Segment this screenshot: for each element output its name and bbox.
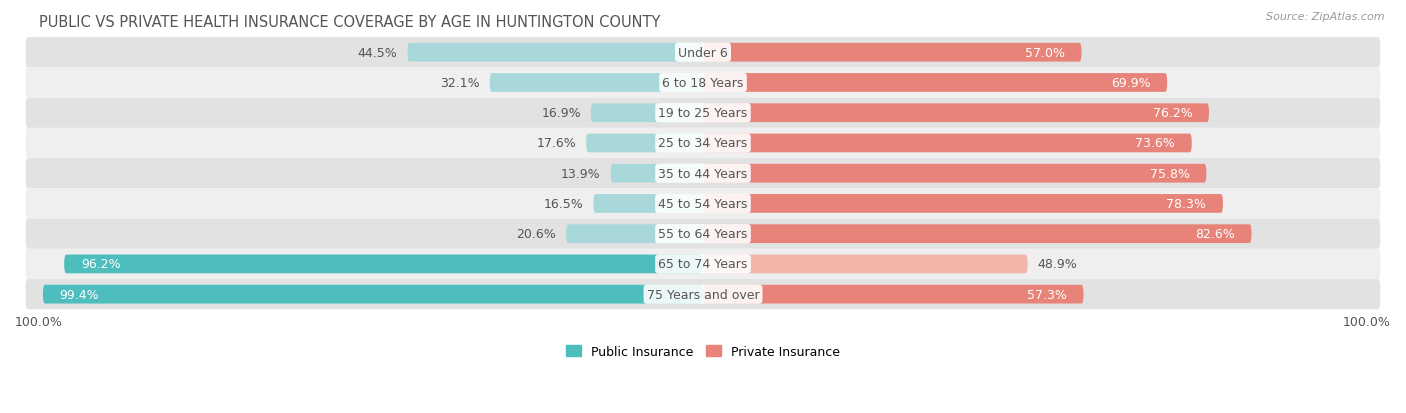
Legend: Public Insurance, Private Insurance: Public Insurance, Private Insurance [561, 340, 845, 363]
FancyBboxPatch shape [25, 128, 1381, 159]
Text: 16.5%: 16.5% [544, 197, 583, 211]
FancyBboxPatch shape [610, 164, 703, 183]
FancyBboxPatch shape [703, 104, 1209, 123]
FancyBboxPatch shape [703, 164, 1206, 183]
FancyBboxPatch shape [25, 159, 1381, 189]
Text: 6 to 18 Years: 6 to 18 Years [662, 77, 744, 90]
Text: 82.6%: 82.6% [1195, 228, 1234, 241]
Text: 17.6%: 17.6% [537, 137, 576, 150]
Text: 65 to 74 Years: 65 to 74 Years [658, 258, 748, 271]
Text: 99.4%: 99.4% [59, 288, 100, 301]
FancyBboxPatch shape [703, 255, 1028, 274]
Text: 32.1%: 32.1% [440, 77, 479, 90]
Text: 75.8%: 75.8% [1150, 167, 1189, 180]
FancyBboxPatch shape [25, 189, 1381, 219]
FancyBboxPatch shape [25, 219, 1381, 249]
Text: 76.2%: 76.2% [1153, 107, 1192, 120]
Text: PUBLIC VS PRIVATE HEALTH INSURANCE COVERAGE BY AGE IN HUNTINGTON COUNTY: PUBLIC VS PRIVATE HEALTH INSURANCE COVER… [39, 15, 661, 30]
FancyBboxPatch shape [25, 68, 1381, 98]
Text: 35 to 44 Years: 35 to 44 Years [658, 167, 748, 180]
Text: 78.3%: 78.3% [1167, 197, 1206, 211]
Text: 16.9%: 16.9% [541, 107, 581, 120]
Text: 25 to 34 Years: 25 to 34 Years [658, 137, 748, 150]
FancyBboxPatch shape [25, 249, 1381, 279]
Text: 19 to 25 Years: 19 to 25 Years [658, 107, 748, 120]
FancyBboxPatch shape [703, 74, 1167, 93]
Text: 73.6%: 73.6% [1136, 137, 1175, 150]
FancyBboxPatch shape [703, 285, 1084, 304]
Text: 48.9%: 48.9% [1038, 258, 1077, 271]
FancyBboxPatch shape [65, 255, 703, 274]
Text: 75 Years and over: 75 Years and over [647, 288, 759, 301]
FancyBboxPatch shape [25, 38, 1381, 68]
FancyBboxPatch shape [408, 44, 703, 62]
Text: 69.9%: 69.9% [1111, 77, 1150, 90]
Text: 20.6%: 20.6% [516, 228, 557, 241]
Text: 44.5%: 44.5% [357, 47, 398, 59]
FancyBboxPatch shape [703, 195, 1223, 213]
FancyBboxPatch shape [489, 74, 703, 93]
FancyBboxPatch shape [703, 134, 1192, 153]
Text: 57.3%: 57.3% [1026, 288, 1067, 301]
FancyBboxPatch shape [703, 44, 1081, 62]
Text: Under 6: Under 6 [678, 47, 728, 59]
Text: 13.9%: 13.9% [561, 167, 600, 180]
Text: Source: ZipAtlas.com: Source: ZipAtlas.com [1267, 12, 1385, 22]
FancyBboxPatch shape [586, 134, 703, 153]
FancyBboxPatch shape [703, 225, 1251, 243]
Text: 55 to 64 Years: 55 to 64 Years [658, 228, 748, 241]
FancyBboxPatch shape [593, 195, 703, 213]
Text: 96.2%: 96.2% [80, 258, 121, 271]
FancyBboxPatch shape [25, 98, 1381, 128]
Text: 45 to 54 Years: 45 to 54 Years [658, 197, 748, 211]
Text: 57.0%: 57.0% [1025, 47, 1064, 59]
FancyBboxPatch shape [591, 104, 703, 123]
FancyBboxPatch shape [25, 279, 1381, 309]
FancyBboxPatch shape [44, 285, 703, 304]
FancyBboxPatch shape [567, 225, 703, 243]
